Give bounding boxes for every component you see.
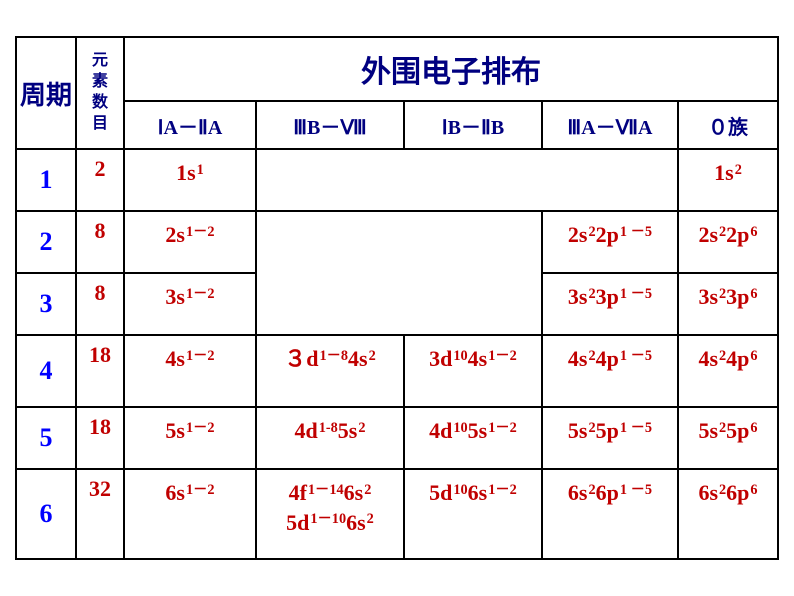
cfg-zero: 2s22p6	[678, 211, 778, 273]
header-row-1: 周期 元素数目 外围电子排布	[16, 37, 778, 101]
col-IB-IIB: ⅠB－ⅡB	[404, 101, 542, 149]
element-count: 8	[76, 211, 124, 273]
header-row-2: ⅠA－ⅡA ⅢB－Ⅷ ⅠB－ⅡB ⅢA－ⅦA ０族	[16, 101, 778, 149]
period-number: 1	[16, 149, 76, 211]
period-number: 3	[16, 273, 76, 335]
cfg-IA-IIA: 1s1	[124, 149, 256, 211]
col-IIIB-VIII: ⅢB－Ⅷ	[256, 101, 404, 149]
table-row: 6 32 6s1－2 4f1－146s25d1－106s2 5d106s1－2 …	[16, 469, 778, 559]
element-count: 18	[76, 407, 124, 469]
cfg-empty	[404, 149, 542, 211]
cfg-IIIA-VIIA: 2s22p1 －5	[542, 211, 678, 273]
cfg-IIIA-VIIA: 3s23p1 －5	[542, 273, 678, 335]
element-count: 18	[76, 335, 124, 407]
cfg-IB-IIB: 3d104s1－2	[404, 335, 542, 407]
cfg-IIIA-VIIA: 4s24p1 －5	[542, 335, 678, 407]
cfg-empty	[256, 211, 404, 273]
cfg-IB-IIB: 5d106s1－2	[404, 469, 542, 559]
cfg-zero: 1s2	[678, 149, 778, 211]
cfg-empty	[404, 211, 542, 273]
cfg-IA-IIA: 6s1－2	[124, 469, 256, 559]
cfg-zero: 3s23p6	[678, 273, 778, 335]
element-count: 32	[76, 469, 124, 559]
period-number: 4	[16, 335, 76, 407]
cfg-zero: 4s24p6	[678, 335, 778, 407]
cfg-IA-IIA: 3s1－2	[124, 273, 256, 335]
electron-config-table: 周期 元素数目 外围电子排布 ⅠA－ⅡA ⅢB－Ⅷ ⅠB－ⅡB ⅢA－ⅦA ０族…	[15, 36, 779, 560]
cfg-IA-IIA: 2s1－2	[124, 211, 256, 273]
table-row: 3 8 3s1－2 3s23p1 －5 3s23p6	[16, 273, 778, 335]
table-row: 5 18 5s1－2 4d1-85s2 4d105s1－2 5s25p1 －5 …	[16, 407, 778, 469]
cfg-IA-IIA: 5s1－2	[124, 407, 256, 469]
period-number: 6	[16, 469, 76, 559]
col-IA-IIA: ⅠA－ⅡA	[124, 101, 256, 149]
col-zero: ０族	[678, 101, 778, 149]
table-row: 4 18 4s1－2 ３d1－84s2 3d104s1－2 4s24p1 －5 …	[16, 335, 778, 407]
cfg-empty	[256, 273, 404, 335]
cfg-IIIA-VIIA: 5s25p1 －5	[542, 407, 678, 469]
period-number: 2	[16, 211, 76, 273]
cfg-zero: 6s26p6	[678, 469, 778, 559]
cfg-IIIB-VIII: ３d1－84s2	[256, 335, 404, 407]
cfg-zero: 5s25p6	[678, 407, 778, 469]
element-count: 8	[76, 273, 124, 335]
table-row: 2 8 2s1－2 2s22p1 －5 2s22p6	[16, 211, 778, 273]
cfg-IA-IIA: 4s1－2	[124, 335, 256, 407]
cfg-IIIA-VIIA: 6s26p1 －5	[542, 469, 678, 559]
header-period: 周期	[16, 37, 76, 149]
col-IIIA-VIIA: ⅢA－ⅦA	[542, 101, 678, 149]
cfg-empty	[404, 273, 542, 335]
cfg-IIIB-VIII: 4f1－146s25d1－106s2	[256, 469, 404, 559]
cfg-empty	[542, 149, 678, 211]
cfg-IB-IIB: 4d105s1－2	[404, 407, 542, 469]
element-count: 2	[76, 149, 124, 211]
cfg-IIIB-VIII: 4d1-85s2	[256, 407, 404, 469]
cfg-empty	[256, 149, 404, 211]
header-count: 元素数目	[76, 37, 124, 149]
header-count-text: 元素数目	[92, 51, 108, 134]
header-main-title: 外围电子排布	[124, 37, 778, 101]
period-number: 5	[16, 407, 76, 469]
table-row: 1 2 1s1 1s2	[16, 149, 778, 211]
